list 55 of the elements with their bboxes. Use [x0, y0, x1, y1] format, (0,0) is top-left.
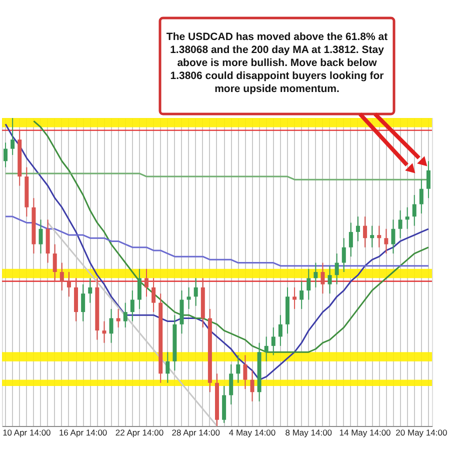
candlestick [229, 364, 234, 405]
x-tick-label: 8 May 14:00 [285, 428, 332, 438]
candlestick [292, 286, 297, 310]
candlestick [38, 219, 43, 254]
candlestick [60, 262, 64, 291]
candlestick [384, 228, 388, 254]
candlestick [306, 268, 311, 300]
text: The USDCAD has moved above the 61.8% at 1.38068 and the 200 day MA at 1.3812. Stay above is more bullish. Move back below 1.3806 could disappoint buyers looking for more upside momentum. [166, 31, 388, 95]
candlestick [412, 194, 416, 226]
candlestick [236, 354, 240, 384]
candlestick [166, 352, 170, 384]
candlestick [81, 284, 86, 322]
candlestick [300, 280, 304, 310]
x-tick-label: 10 Apr 14:00 [2, 428, 52, 438]
x-tick-label: 14 May 14:00 [339, 428, 392, 438]
candlestick [342, 238, 346, 272]
x-tick-label: 20 May 14:00 [396, 428, 448, 438]
candlestick [314, 262, 318, 288]
candlestick [243, 354, 248, 390]
candlestick [278, 314, 282, 346]
candlestick [123, 302, 128, 328]
candlestick [88, 278, 92, 304]
candlestick [370, 225, 374, 248]
candlestick [250, 370, 254, 402]
candlestick [194, 278, 198, 306]
candlestick [152, 278, 156, 313]
candlestick [102, 320, 106, 344]
candlestick [405, 206, 410, 230]
candlestick [377, 225, 382, 248]
candlestick [320, 262, 325, 294]
candlestick [186, 286, 191, 310]
candlestick [137, 268, 142, 310]
candlestick [419, 179, 424, 214]
candlestick [271, 326, 276, 356]
candlestick [398, 210, 402, 239]
candlestick [109, 308, 114, 344]
candlestick [264, 336, 268, 362]
candlestick [391, 219, 396, 254]
candlestick [426, 160, 430, 199]
candlestick [116, 308, 120, 328]
candlestick [363, 216, 368, 248]
candlestick [348, 222, 353, 258]
candlestick [52, 244, 57, 282]
candlestick [4, 142, 8, 168]
candlestick [356, 216, 360, 242]
x-tick-label: 4 May 14:00 [228, 428, 276, 438]
candlestick [144, 268, 149, 298]
candlestick [334, 253, 339, 285]
candlestick [10, 118, 15, 156]
candlestick [328, 265, 332, 294]
x-tick-label: 28 Apr 14:00 [172, 428, 220, 438]
x-tick-label: 16 Apr 14:00 [58, 428, 108, 438]
candlestick [130, 290, 134, 322]
x-tick-label: 22 Apr 14:00 [115, 428, 164, 438]
candlestick [66, 272, 71, 298]
